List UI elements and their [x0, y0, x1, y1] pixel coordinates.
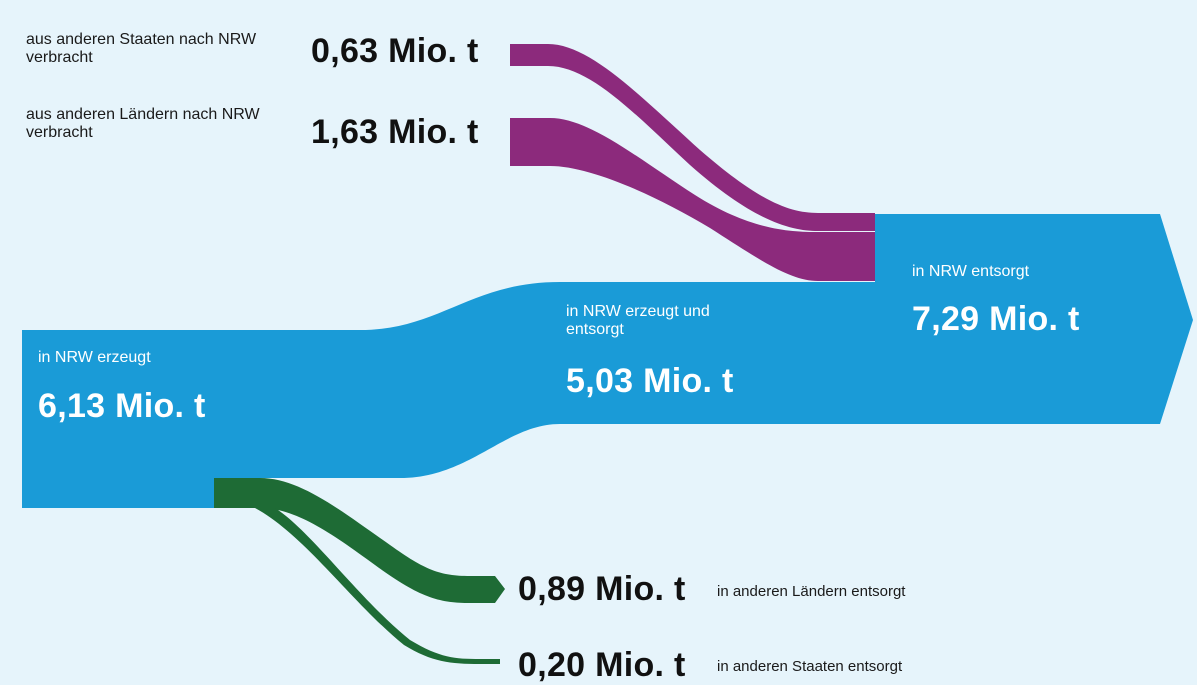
import-states-value: 0,63 Mio. t	[311, 32, 479, 70]
import-laender-flow	[510, 118, 875, 281]
generated-description: in NRW erzeugt	[38, 349, 151, 366]
import-laender-description: aus anderen Ländern nach NRW verbracht	[26, 106, 260, 141]
disposed-description: in NRW entsorgt	[912, 263, 1030, 280]
import-laender-value: 1,63 Mio. t	[311, 113, 479, 151]
generated-value: 6,13 Mio. t	[38, 387, 206, 425]
export-states-description: in anderen Staaten entsorgt	[717, 658, 903, 675]
generated-disposed-description: in NRW erzeugt und entsorgt	[566, 303, 710, 338]
generated-disposed-value: 5,03 Mio. t	[566, 362, 734, 400]
import-states-flow	[510, 44, 875, 231]
import-states-description: aus anderen Staaten nach NRW verbracht	[26, 31, 257, 66]
export-states-flow	[255, 508, 500, 664]
export-laender-description: in anderen Ländern entsorgt	[717, 583, 906, 600]
export-laender-flow	[214, 478, 505, 603]
export-laender-value: 0,89 Mio. t	[518, 570, 686, 608]
export-states-value: 0,20 Mio. t	[518, 646, 686, 684]
disposed-value: 7,29 Mio. t	[912, 300, 1080, 338]
nrw-main-flow	[22, 214, 1193, 508]
